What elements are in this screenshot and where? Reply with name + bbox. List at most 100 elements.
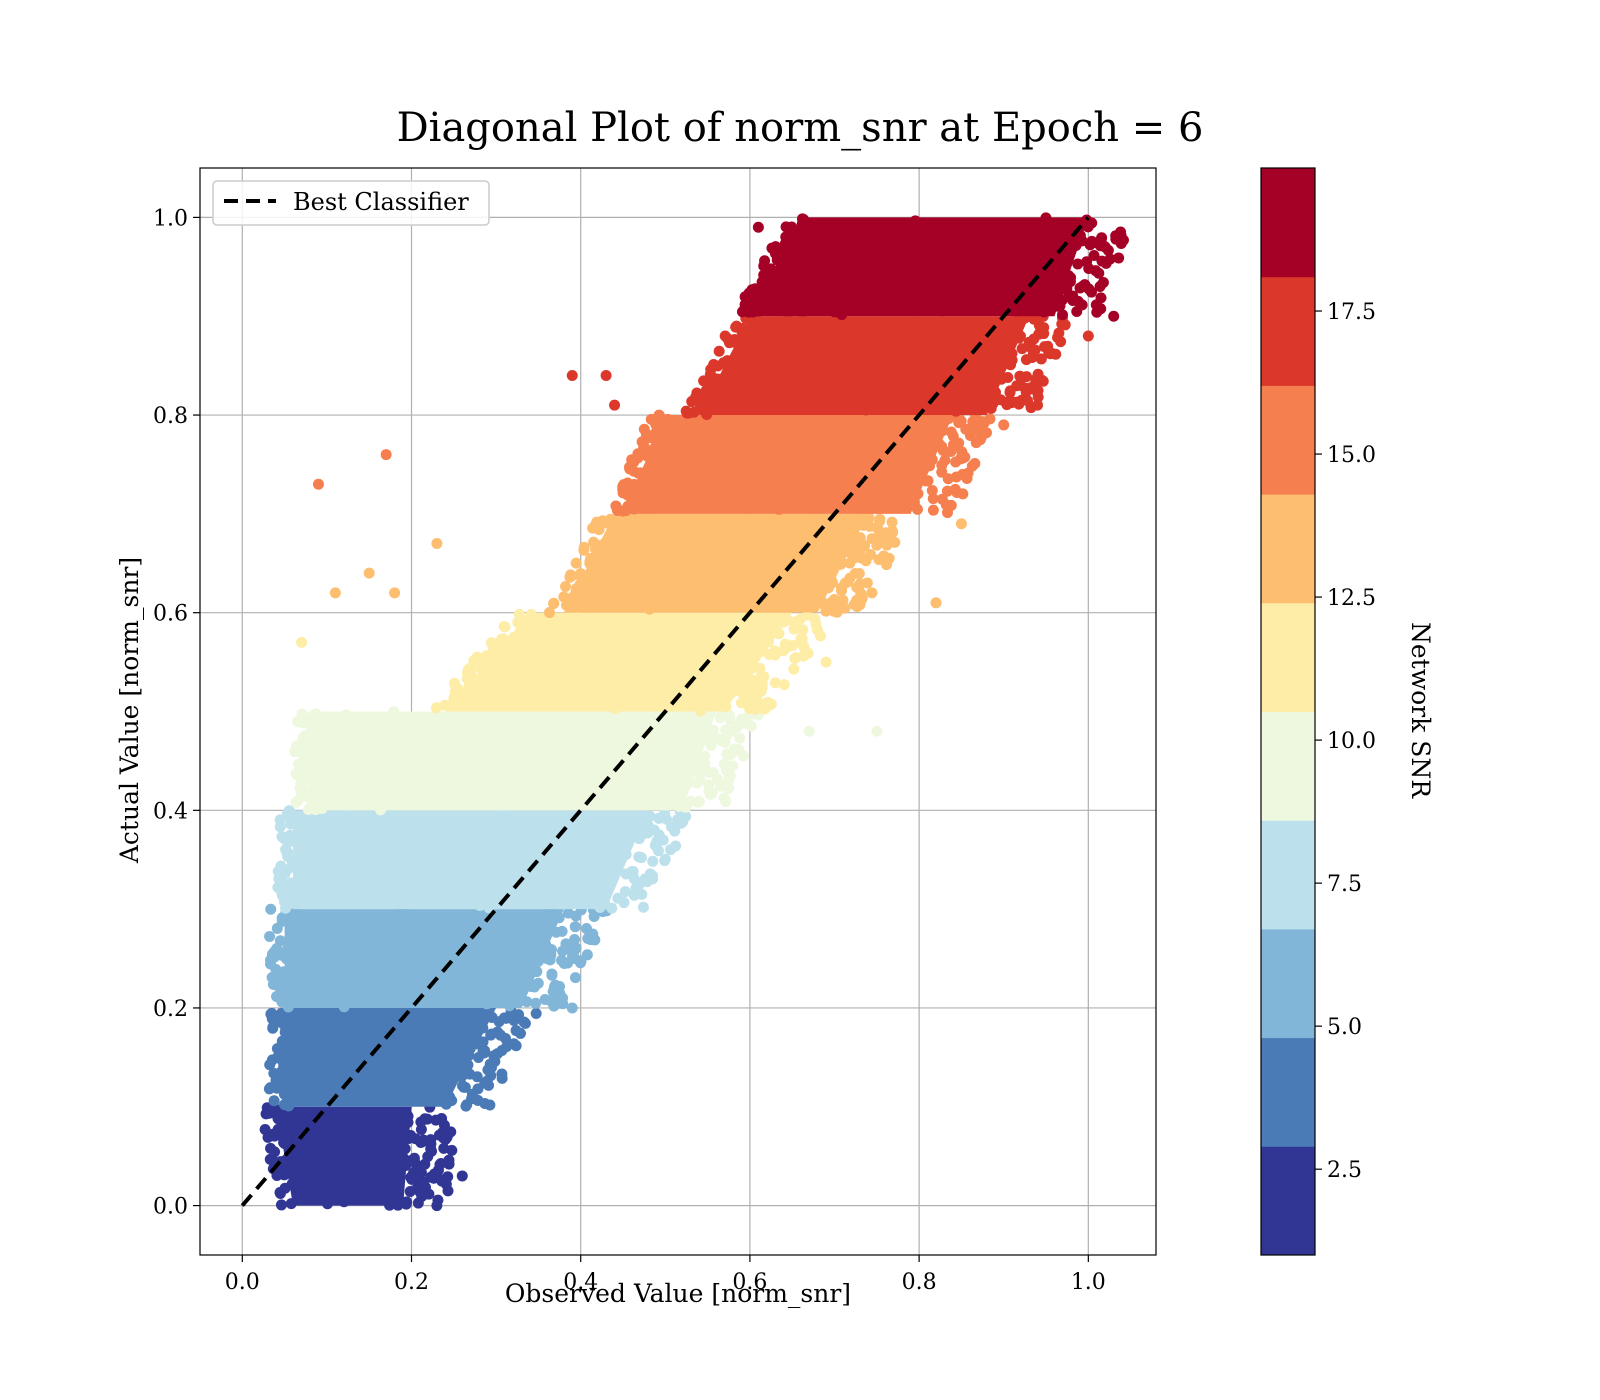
scatter-point	[835, 465, 847, 477]
scatter-point	[338, 1020, 350, 1032]
scatter-point	[329, 587, 341, 599]
scatter-point	[969, 458, 981, 470]
scatter-point	[874, 515, 886, 527]
scatter-point	[310, 1011, 322, 1023]
scatter-point	[1032, 399, 1044, 411]
scatter-point	[915, 395, 927, 407]
scatter-point	[593, 551, 605, 563]
scatter-point	[746, 662, 758, 674]
chart-title: Diagonal Plot of norm_snr at Epoch = 6	[397, 105, 1204, 151]
scatter-point	[566, 370, 578, 382]
scatter-point	[292, 820, 304, 832]
scatter-point	[1013, 332, 1025, 344]
scatter-point	[712, 616, 724, 628]
scatter-point	[410, 879, 422, 891]
scatter-point	[1016, 343, 1028, 355]
scatter-point	[481, 998, 493, 1010]
colorbar-segment	[1261, 276, 1315, 386]
scatter-point	[294, 1074, 306, 1086]
scatter-point	[927, 504, 939, 516]
scatter-point	[1093, 267, 1105, 279]
scatter-point	[773, 503, 785, 515]
scatter-point	[609, 399, 621, 411]
scatter-point	[531, 966, 543, 978]
scatter-point	[480, 650, 492, 662]
scatter-point	[1035, 353, 1047, 365]
scatter-point	[453, 883, 465, 895]
scatter-point	[336, 1092, 348, 1104]
scatter-point	[519, 1017, 531, 1029]
scatter-point	[849, 451, 861, 463]
scatter-point	[576, 577, 588, 589]
scatter-point	[342, 808, 354, 820]
scatter-point	[1004, 385, 1016, 397]
scatter-point	[555, 994, 567, 1006]
scatter-point	[835, 585, 847, 597]
scatter-point	[313, 774, 325, 786]
colorbar-segment	[1261, 602, 1315, 712]
scatter-point	[349, 1155, 361, 1167]
scatter-point	[265, 903, 277, 915]
scatter-point	[285, 1198, 297, 1210]
scatter-point	[484, 662, 496, 674]
colorbar-tick-label: 5.0	[1327, 1015, 1362, 1040]
scatter-point	[714, 665, 726, 677]
scatter-point	[287, 996, 299, 1008]
scatter-point	[475, 663, 487, 675]
scatter-point	[581, 949, 593, 961]
scatter-point	[589, 519, 601, 531]
scatter-point	[558, 841, 570, 853]
scatter-point	[778, 679, 790, 691]
scatter-point	[479, 932, 491, 944]
scatter-point	[446, 1095, 458, 1107]
scatter-point	[900, 361, 912, 373]
scatter-point	[384, 921, 396, 933]
scatter-point	[736, 325, 748, 337]
scatter-point	[731, 349, 743, 361]
scatter-point	[671, 797, 683, 809]
scatter-point	[1037, 375, 1049, 387]
scatter-point	[513, 912, 525, 924]
scatter-point	[281, 945, 293, 957]
scatter-point	[406, 1173, 418, 1185]
scatter-point	[695, 517, 707, 529]
scatter-point	[296, 896, 308, 908]
scatter-point	[282, 1082, 294, 1094]
scatter-point	[544, 607, 556, 619]
scatter-point	[838, 276, 850, 288]
scatter-point	[283, 964, 295, 976]
scatter-point	[524, 978, 536, 990]
scatter-point	[578, 541, 590, 553]
scatter-point	[312, 478, 324, 490]
scatter-point	[987, 398, 999, 410]
scatter-point	[751, 641, 763, 653]
scatter-point	[788, 663, 800, 675]
scatter-point	[392, 1161, 404, 1173]
scatter-point	[650, 581, 662, 593]
scatter-point	[280, 1156, 292, 1168]
scatter-point	[336, 964, 348, 976]
scatter-point	[726, 565, 738, 577]
scatter-point	[421, 1013, 433, 1025]
scatter-point	[417, 1176, 429, 1188]
scatter-point	[312, 1052, 324, 1064]
scatter-point	[806, 332, 818, 344]
scatter-point	[466, 1093, 478, 1105]
scatter-point	[373, 866, 385, 878]
scatter-point	[886, 516, 898, 528]
scatter-point	[575, 957, 587, 969]
scatter-point	[290, 796, 302, 808]
y-tick-label: 0.4	[153, 799, 188, 824]
scatter-point	[343, 1125, 355, 1137]
scatter-point	[458, 1045, 470, 1057]
scatter-point	[717, 497, 729, 509]
scatter-point	[1096, 255, 1108, 267]
plot-frame	[199, 167, 1157, 1256]
y-tick-label: 0.8	[153, 404, 188, 429]
scatter-point	[375, 804, 387, 816]
scatter-point	[1061, 282, 1073, 294]
scatter-point	[713, 539, 725, 551]
scatter-point	[766, 345, 778, 357]
scatter-point	[465, 672, 477, 684]
scatter-point	[412, 1197, 424, 1209]
